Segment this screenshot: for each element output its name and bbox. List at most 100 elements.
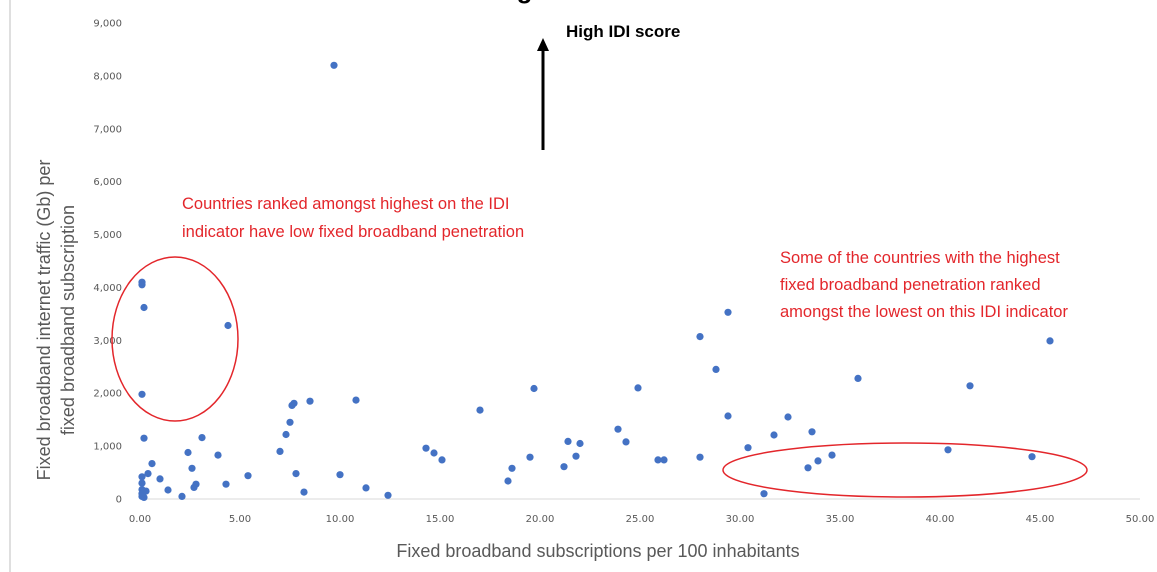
y-axis-ticks: 0 1,000 2,000 3,000 4,000 5,000 6,000 7,000 8,00… bbox=[93, 19, 122, 506]
data-point bbox=[140, 493, 148, 501]
data-point bbox=[828, 451, 836, 459]
high-idi-arrow bbox=[537, 38, 549, 150]
data-point bbox=[156, 475, 164, 483]
data-point bbox=[214, 451, 222, 459]
data-point bbox=[336, 471, 344, 479]
data-point bbox=[634, 384, 642, 392]
data-point bbox=[164, 486, 172, 494]
data-point bbox=[290, 399, 298, 407]
x-axis-ticks: 0.00 5.00 10.00 15.00 20.00 25.00 30.00 35.00 40… bbox=[129, 514, 1154, 525]
data-point bbox=[138, 473, 146, 481]
x-tick-label: 25.00 bbox=[626, 514, 655, 525]
x-tick-label: 40.00 bbox=[926, 514, 955, 525]
y-tick-label: 3,000 bbox=[93, 336, 122, 347]
data-point bbox=[654, 456, 662, 464]
data-point bbox=[142, 487, 150, 495]
y-tick-label: 1,000 bbox=[93, 442, 122, 453]
data-point bbox=[300, 488, 308, 496]
data-point bbox=[438, 456, 446, 464]
cropped-header-title: High IDI score bbox=[491, 0, 666, 4]
left-highlight-ellipse bbox=[111, 256, 239, 422]
data-point bbox=[192, 480, 200, 488]
data-point bbox=[724, 412, 732, 420]
y-tick-label: 2,000 bbox=[93, 389, 122, 400]
data-point bbox=[138, 390, 146, 398]
data-point bbox=[966, 382, 974, 390]
x-tick-label: 50.00 bbox=[1126, 514, 1155, 525]
data-point bbox=[1046, 337, 1054, 345]
data-point bbox=[784, 413, 792, 421]
data-point bbox=[564, 437, 572, 445]
data-point bbox=[286, 418, 294, 426]
data-point bbox=[614, 425, 622, 433]
data-point bbox=[770, 431, 778, 439]
y-tick-label: 8,000 bbox=[93, 71, 122, 82]
data-point bbox=[744, 444, 752, 452]
data-point bbox=[184, 448, 192, 457]
data-point bbox=[306, 397, 314, 405]
y-axis-title-line-2: fixed broadband subscription bbox=[58, 205, 78, 435]
data-point bbox=[244, 472, 252, 480]
y-tick-label: 4,000 bbox=[93, 283, 122, 294]
data-point bbox=[282, 430, 290, 439]
data-point bbox=[384, 491, 392, 499]
data-point bbox=[224, 321, 232, 330]
data-point bbox=[178, 492, 186, 500]
data-point bbox=[476, 406, 484, 414]
x-tick-label: 45.00 bbox=[1026, 514, 1055, 525]
data-point bbox=[140, 434, 148, 442]
data-point bbox=[508, 464, 516, 472]
data-point bbox=[430, 449, 438, 457]
left-note-line-1: Countries ranked amongst highest on the … bbox=[182, 195, 509, 213]
data-point bbox=[660, 456, 668, 464]
y-tick-label: 0 bbox=[116, 495, 122, 506]
data-point bbox=[1028, 453, 1036, 461]
data-point bbox=[292, 470, 300, 478]
data-point bbox=[696, 453, 704, 461]
y-tick-label: 9,000 bbox=[93, 19, 122, 30]
data-point bbox=[352, 396, 360, 404]
data-point bbox=[222, 480, 230, 488]
y-tick-label: 7,000 bbox=[93, 124, 122, 135]
x-tick-label: 10.00 bbox=[326, 514, 355, 525]
data-point bbox=[526, 453, 534, 461]
y-axis-title: Fixed broadband internet traffic (Gb) pe… bbox=[34, 160, 78, 481]
data-point bbox=[140, 303, 148, 312]
right-highlight-ellipse bbox=[722, 442, 1088, 498]
data-point bbox=[504, 477, 512, 485]
right-note-line-1: Some of the countries with the highest bbox=[780, 249, 1060, 267]
data-point bbox=[144, 470, 152, 478]
x-tick-label: 35.00 bbox=[826, 514, 855, 525]
data-point bbox=[572, 452, 580, 460]
data-point bbox=[422, 444, 430, 452]
data-point bbox=[808, 428, 816, 436]
data-point bbox=[148, 460, 156, 468]
data-point bbox=[712, 365, 720, 373]
data-point bbox=[276, 447, 284, 455]
data-point bbox=[724, 308, 732, 316]
data-point bbox=[138, 479, 146, 487]
x-tick-label: 0.00 bbox=[129, 514, 151, 525]
x-tick-label: 5.00 bbox=[229, 514, 251, 525]
data-point bbox=[362, 484, 370, 492]
data-point bbox=[576, 439, 584, 448]
data-point bbox=[696, 333, 704, 341]
y-tick-label: 5,000 bbox=[93, 230, 122, 241]
y-tick-label: 6,000 bbox=[93, 177, 122, 188]
data-points bbox=[138, 61, 1054, 501]
left-note-line-2: indicator have low fixed broadband penet… bbox=[182, 223, 524, 241]
data-point bbox=[560, 463, 568, 471]
data-point bbox=[188, 464, 196, 472]
x-tick-label: 20.00 bbox=[526, 514, 555, 525]
y-axis-title-line-1: Fixed broadband internet traffic (Gb) pe… bbox=[34, 160, 54, 481]
x-tick-label: 30.00 bbox=[726, 514, 755, 525]
data-point bbox=[138, 281, 146, 289]
data-point bbox=[854, 374, 862, 382]
x-axis-title: Fixed broadband subscriptions per 100 in… bbox=[396, 541, 799, 561]
right-note-line-3: amongst the lowest on this IDI indicator bbox=[780, 303, 1068, 321]
x-tick-label: 15.00 bbox=[426, 514, 455, 525]
data-point bbox=[622, 438, 630, 446]
high-idi-label: High IDI score bbox=[566, 22, 680, 41]
data-point bbox=[814, 457, 822, 465]
